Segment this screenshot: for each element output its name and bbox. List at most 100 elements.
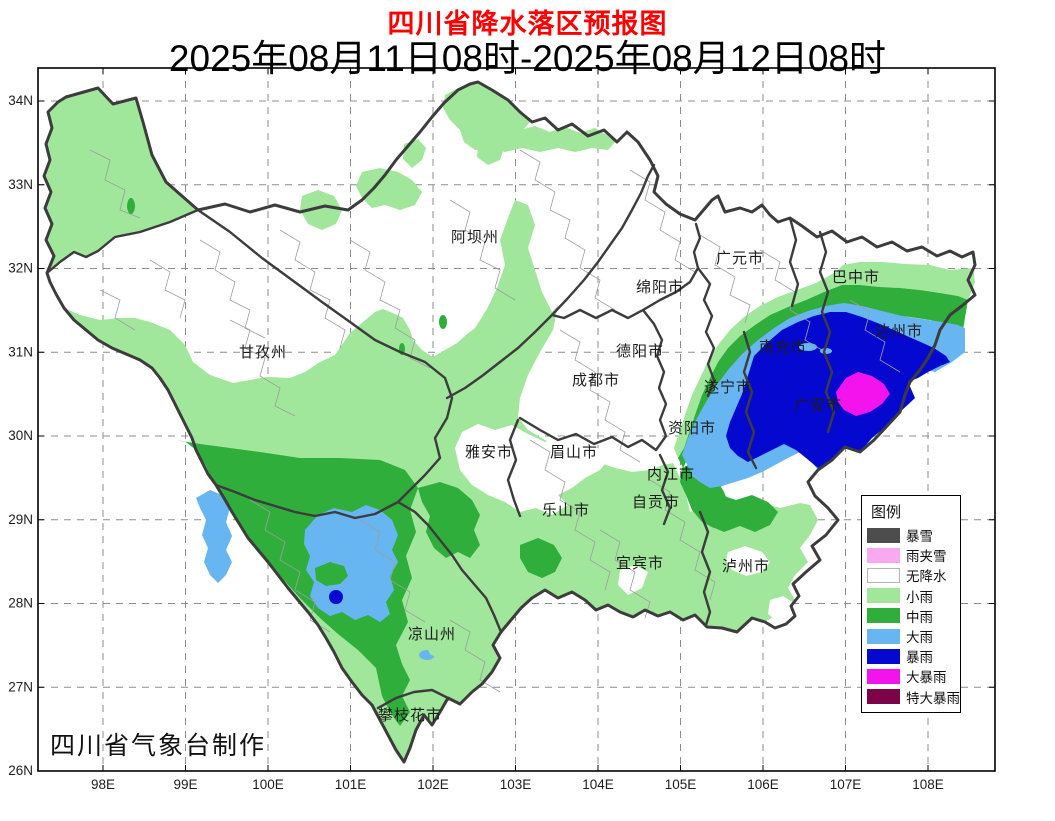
legend-label-light_rain: 小雨 <box>906 589 933 605</box>
lon-label-106E: 106E <box>747 777 779 792</box>
legend-swatch-sleet <box>867 547 900 563</box>
city-label-5: 达州市 <box>875 323 923 340</box>
lon-label-104E: 104E <box>582 777 614 792</box>
heavy-rain-lake-1 <box>799 343 817 351</box>
city-label-3: 绵阳市 <box>636 279 684 296</box>
lon-label-102E: 102E <box>417 777 449 792</box>
city-label-4: 巴中市 <box>832 269 880 286</box>
lon-label-103E: 103E <box>500 777 532 792</box>
no-precip-notch-yaan-meishan <box>455 424 610 515</box>
legend-item-heavy_rain: 大雨 <box>862 626 960 646</box>
light-rain-island-liangshan-1 <box>421 591 476 661</box>
moderate-rain-overlay-liangshan <box>315 562 348 586</box>
light-rain-patch-aba-3 <box>403 139 426 168</box>
lat-label-30N: 30N <box>8 428 33 443</box>
city-label-18: 泸州市 <box>722 558 770 575</box>
county-boundaries <box>89 149 901 693</box>
city-label-7: 德阳市 <box>616 342 664 360</box>
heavy-rain-patch-liangshan <box>304 505 398 622</box>
city-label-20: 攀枝花市 <box>378 707 442 724</box>
attribution-text: 四川省气象台制作 <box>50 732 267 760</box>
heavy-rainstorm-area-guangan <box>836 372 890 416</box>
page-title: 四川省降水落区预报图 <box>387 9 668 39</box>
legend-item-sleet: 雨夹雪 <box>862 545 960 565</box>
no-precip-notch-luzhou <box>726 546 770 576</box>
moderate-rain-luzhou-north <box>700 494 778 532</box>
legend-box: 图例 暴雪雨夹雪 无降水小雨中雨大雨暴雨大暴雨特大暴雨 <box>861 495 961 713</box>
city-label-9: 遂宁市 <box>704 379 752 396</box>
city-label-14: 内江市 <box>647 466 695 483</box>
map-frame <box>37 67 996 772</box>
city-label-19: 凉山州 <box>408 626 456 643</box>
province-outline <box>42 80 977 764</box>
legend-swatch-heavy_rain <box>867 628 900 644</box>
lon-label-101E: 101E <box>335 777 367 792</box>
lat-label-32N: 32N <box>8 261 33 276</box>
city-label-8: 成都市 <box>572 372 620 389</box>
legend-item-none: 无降水 <box>862 565 960 585</box>
light-rain-band-northeast <box>674 262 975 458</box>
legend-item-light_rain: 小雨 <box>862 586 960 606</box>
city-label-2: 广元市 <box>716 250 764 267</box>
city-label-13: 眉山市 <box>550 444 598 461</box>
legend-item-extreme_rainstorm: 特大暴雨 <box>862 687 960 707</box>
lat-label-29N: 29N <box>8 512 33 527</box>
legend-swatch-blizzard <box>867 527 900 543</box>
city-label-1: 甘孜州 <box>239 344 287 361</box>
lat-label-31N: 31N <box>8 344 33 359</box>
light-rain-area-southwest <box>64 200 818 762</box>
city-label-12: 雅安市 <box>465 444 513 461</box>
moderate-rain-dot-aba-1 <box>439 315 447 329</box>
legend-label-heavy_rain: 大雨 <box>906 630 933 646</box>
lat-label-26N: 26N <box>8 763 33 778</box>
no-precip-notch-southeast <box>768 596 794 622</box>
moderate-rain-dot-shiqu <box>127 198 135 214</box>
forecast-period: 2025年08月11日08时-2025年08月12日08时 <box>168 38 887 79</box>
legend-label-moderate_rain: 中雨 <box>906 609 933 625</box>
moderate-rain-band-northeast <box>678 285 968 468</box>
light-rain-patch-aba-6 <box>300 190 342 230</box>
light-rain-patch-aba-4 <box>356 168 422 210</box>
legend-label-sleet: 雨夹雪 <box>906 549 947 565</box>
city-label-0: 阿坝州 <box>451 229 499 246</box>
city-label-16: 乐山市 <box>542 502 590 519</box>
legend-swatch-moderate_rain <box>867 608 900 624</box>
light-rain-patch-aba-5 <box>477 142 504 165</box>
legend-label-blizzard: 暴雪 <box>906 529 933 545</box>
lon-label-105E: 105E <box>665 777 697 792</box>
legend-label-heavy_rainstorm: 大暴雨 <box>906 670 947 686</box>
heavy-rain-patch-west <box>196 490 232 583</box>
legend-rows: 暴雪雨夹雪 无降水小雨中雨大雨暴雨大暴雨特大暴雨 <box>862 525 960 707</box>
lat-label-28N: 28N <box>8 596 33 611</box>
legend-swatch-none <box>867 567 900 583</box>
legend-label-rainstorm: 暴雨 <box>906 650 933 666</box>
city-label-11: 资阳市 <box>668 420 716 437</box>
moderate-rain-leshan-south <box>418 482 480 558</box>
city-label-6: 南充市 <box>759 339 807 356</box>
legend-swatch-heavy_rainstorm <box>867 668 900 684</box>
city-label-15: 自贡市 <box>632 494 680 511</box>
lat-label-34N: 34N <box>8 93 33 108</box>
legend-label-extreme_rainstorm: 特大暴雨 <box>906 690 960 706</box>
legend-swatch-rainstorm <box>867 648 900 664</box>
legend-swatch-light_rain <box>867 588 900 604</box>
city-label-17: 宜宾市 <box>616 555 664 572</box>
legend-title: 图例 <box>871 504 902 521</box>
lat-label-27N: 27N <box>8 679 33 694</box>
lon-label-100E: 100E <box>252 777 284 792</box>
lon-label-99E: 99E <box>173 777 197 792</box>
prefecture-boundaries <box>42 80 977 764</box>
light-rain-patch-aba-7 <box>504 232 532 276</box>
light-rain-patch-aba-1 <box>443 82 530 133</box>
light-rain-area-shiqu <box>44 88 198 273</box>
legend-item-heavy_rainstorm: 大暴雨 <box>862 666 960 686</box>
legend-item-blizzard: 暴雪 <box>862 525 960 545</box>
lon-label-98E: 98E <box>91 777 115 792</box>
light-rain-island-liangshan-2 <box>440 658 488 694</box>
legend-swatch-extreme_rainstorm <box>867 689 900 705</box>
moderate-rain-muchuan <box>520 538 562 578</box>
legend-item-moderate_rain: 中雨 <box>862 606 960 626</box>
